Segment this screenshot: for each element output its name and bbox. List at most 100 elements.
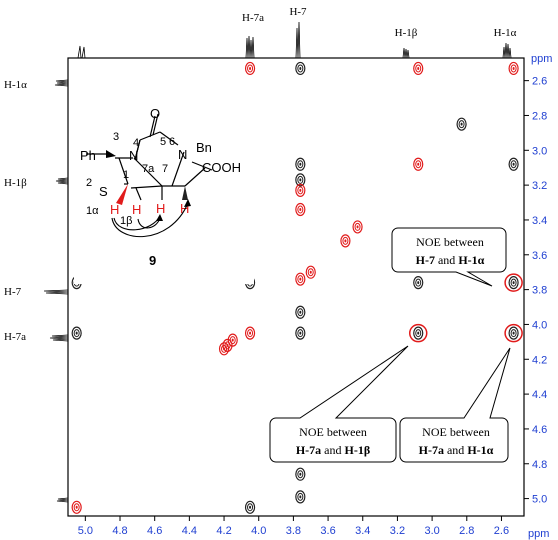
negative-cross-peak [244,326,256,340]
callout-h7a-h1a-line2: H-7a and H-1α [419,443,494,457]
locant-1beta: 1β [120,215,132,227]
atom-h7: H [180,201,189,216]
callout-term: H-1α [458,253,484,267]
highlight-circle [408,323,428,343]
negative-cross-peak [508,61,519,76]
x-tick-label: 4.6 [147,525,162,537]
highlight-circle [504,323,523,343]
atom-h1b: H [132,202,141,217]
callout-joiner: and [321,443,344,457]
y-tick-label: 4.4 [532,389,547,401]
left-peak-label: H-7 [4,286,22,298]
negative-cross-peak [295,202,306,217]
negative-cross-peak [295,183,306,197]
locant-1alpha: 1α [86,205,99,217]
x-tick-label: 4.4 [182,525,197,537]
locant-4: 4 [133,137,139,149]
x-tick-label: 5.0 [78,525,93,537]
left-peak-label: H-7a [4,331,26,343]
x-tick-label: 3.2 [390,525,405,537]
top-peak-label: H-7 [289,6,307,18]
x-tick-label: 4.0 [251,525,266,537]
atom-h1a: H [110,202,119,217]
positive-cross-peak [295,157,306,171]
y-tick-label: 4.2 [532,354,547,366]
y-axis-ticks: 2.6 2.8 3.0 3.2 3.4 3.6 3.8 4.0 4.2 4.4 4.6 4.8 5.0 [524,76,547,506]
hashed-bond [182,186,188,200]
negative-cross-peak [340,234,351,248]
top-peak-label: H-1β [395,27,418,39]
atom-o: O [150,106,160,121]
callout-h7-h1a-line1: NOE between [416,235,484,249]
positive-cross-peak [295,467,306,481]
wedge-bond [106,150,116,158]
callout-h7a-h1b: NOE between H-7a and H-1β [269,345,409,463]
callout-h7a-h1a: NOE between H-7a and H-1α [399,347,511,463]
positive-cross-peak [244,500,256,514]
negative-cross-peak [295,272,306,286]
locant-5: 5 [160,136,166,148]
positive-cross-peak [508,157,519,171]
x-tick-label: 4.8 [112,525,127,537]
y-tick-label: 3.6 [532,250,547,262]
y-tick-label: 2.6 [532,76,547,88]
positive-cross-peak [508,326,519,340]
y-tick-label: 2.8 [532,110,547,122]
y-tick-label: 3.8 [532,285,547,297]
callout-term: H-7 [416,253,435,267]
left-peak-label: H-1β [4,177,27,189]
callout-term: H-7a [296,443,321,457]
x-tick-label: 3.6 [320,525,335,537]
negative-cross-peak [244,61,256,76]
positive-cross-peak [295,173,306,187]
substituent-cooh: COOH [202,160,241,175]
y-axis-unit-label: ppm [531,53,552,65]
locant-7: 7 [162,163,168,175]
y-tick-label: 3.4 [532,215,547,227]
x-tick-label: 3.8 [286,525,301,537]
substituent-ph: Ph [80,148,96,163]
y-tick-label: 4.8 [532,459,547,471]
positive-cross-peak [295,490,306,504]
positive-cross-peak [71,326,82,340]
atom-h7a: H [156,201,165,216]
callout-joiner: and [444,443,467,457]
x-axis-unit-label: ppm [528,528,549,540]
atom-n4: N [129,148,138,163]
negative-cross-peak [413,61,424,76]
y-tick-label: 4.6 [532,424,547,436]
negative-cross-peak [413,157,424,171]
locant-1: 1 [123,169,129,181]
x-tick-label: 3.4 [355,525,370,537]
y-tick-label: 5.0 [532,494,547,506]
top-1d-spectrum [68,21,524,59]
top-peak-label: H-1α [494,27,517,39]
locant-3: 3 [113,131,119,143]
callout-h7-h1a-line2: H-7 and H-1α [416,253,485,267]
positive-cross-peak [508,276,519,290]
substituent-bn: Bn [196,140,212,155]
locant-7a: 7a [142,163,155,175]
molecule-structure: O N Bn N Ph S COOH H H H H 3 4 5 6 2 1 7… [74,106,254,284]
x-tick-label: 3.0 [424,525,439,537]
locant-2: 2 [86,177,92,189]
compound-number: 9 [149,253,156,268]
negative-cross-peak [218,342,230,356]
arrowhead [156,214,163,221]
noe-arrow [111,202,189,238]
callout-h7-h1a: NOE between H-7 and H-1α [391,227,507,287]
highlight-circle [504,273,523,292]
positive-cross-peak [295,61,306,76]
x-tick-label: 4.2 [216,525,231,537]
callout-joiner: and [435,253,458,267]
x-axis-ticks: 5.0 4.8 4.6 4.4 4.2 4.0 3.8 3.6 3.4 3.2 3.0 2.8 2.6 [78,516,509,537]
left-1d-spectrum [43,58,69,516]
y-tick-label: 3.0 [532,145,547,157]
highlight-circles [408,273,523,343]
y-tick-label: 3.2 [532,180,547,192]
x-tick-label: 2.6 [494,525,509,537]
negative-cross-peak [305,265,316,279]
negative-cross-peak [71,500,82,514]
positive-cross-peak [413,326,424,340]
